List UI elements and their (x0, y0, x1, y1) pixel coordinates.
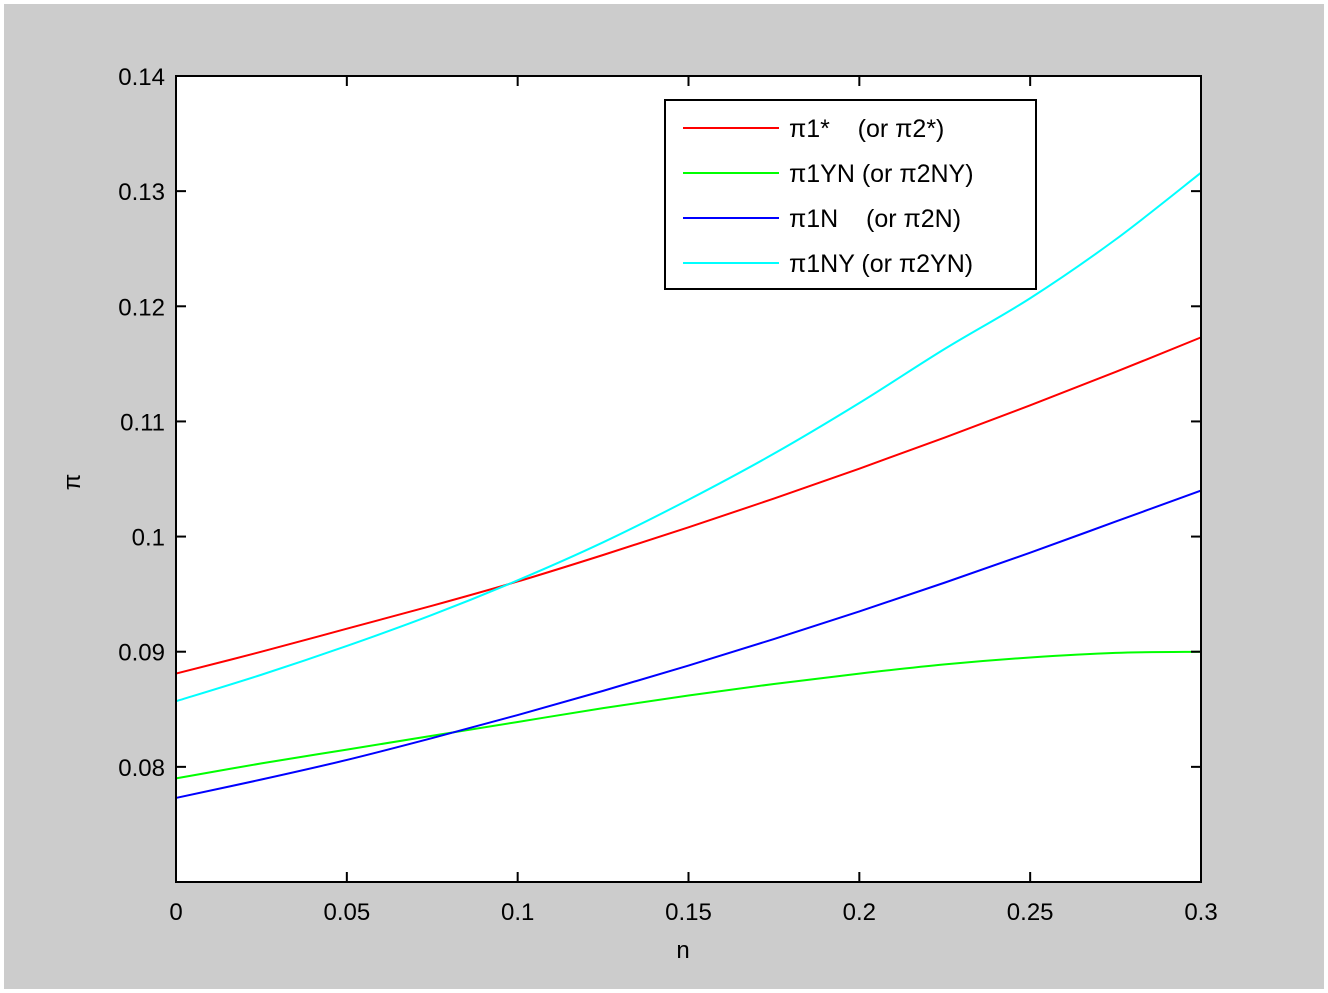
x-tick-label: 0.1 (501, 899, 534, 926)
y-tick-label: 0.14 (118, 64, 165, 91)
series-line-1 (175, 650, 1202, 780)
legend-label: π1N (or π2N) (789, 205, 961, 233)
y-tick-label: 0.11 (120, 409, 165, 436)
y-tick-label: 0.1 (132, 525, 165, 552)
y-tick-label: 0.09 (118, 640, 165, 667)
legend-item: π1NY (or π2YN) (683, 250, 973, 278)
y-axis-label: π (59, 474, 86, 491)
x-axis-label: n (676, 937, 689, 964)
x-tick-label: 0.2 (843, 899, 876, 926)
y-tick-label: 0.12 (118, 294, 165, 321)
legend-label: π1* (or π2*) (789, 115, 944, 143)
y-tick-labels: 0.08 0.09 0.1 0.11 0.12 0.13 0.14 (118, 64, 165, 782)
legend-box (664, 99, 1037, 290)
y-tick-label: 0.13 (118, 179, 165, 206)
series-line-0 (175, 336, 1202, 675)
legend-label: π1NY (or π2YN) (789, 250, 973, 278)
x-tick-label: 0.3 (1184, 899, 1217, 926)
x-tick-label: 0.05 (323, 899, 370, 926)
series-line-3 (175, 171, 1202, 703)
legend-label: π1YN (or π2NY) (789, 160, 974, 188)
x-tick-label: 0 (169, 899, 182, 926)
legend-item: π1YN (or π2NY) (683, 160, 974, 188)
legend-item: π1* (or π2*) (683, 115, 944, 143)
series-line-2 (175, 489, 1202, 799)
y-tick-label: 0.08 (118, 755, 165, 782)
legend: π1* (or π2*) π1YN (or π2NY) π1N (or π2N) π1… (664, 99, 1037, 290)
x-tick-label: 0.25 (1007, 899, 1054, 926)
axis-ticks (175, 75, 1202, 882)
x-tick-labels: 0 0.05 0.1 0.15 0.2 0.25 0.3 (169, 899, 1217, 926)
series-lines (175, 171, 1202, 799)
legend-item: π1N (or π2N) (683, 205, 961, 233)
x-tick-label: 0.15 (665, 899, 712, 926)
